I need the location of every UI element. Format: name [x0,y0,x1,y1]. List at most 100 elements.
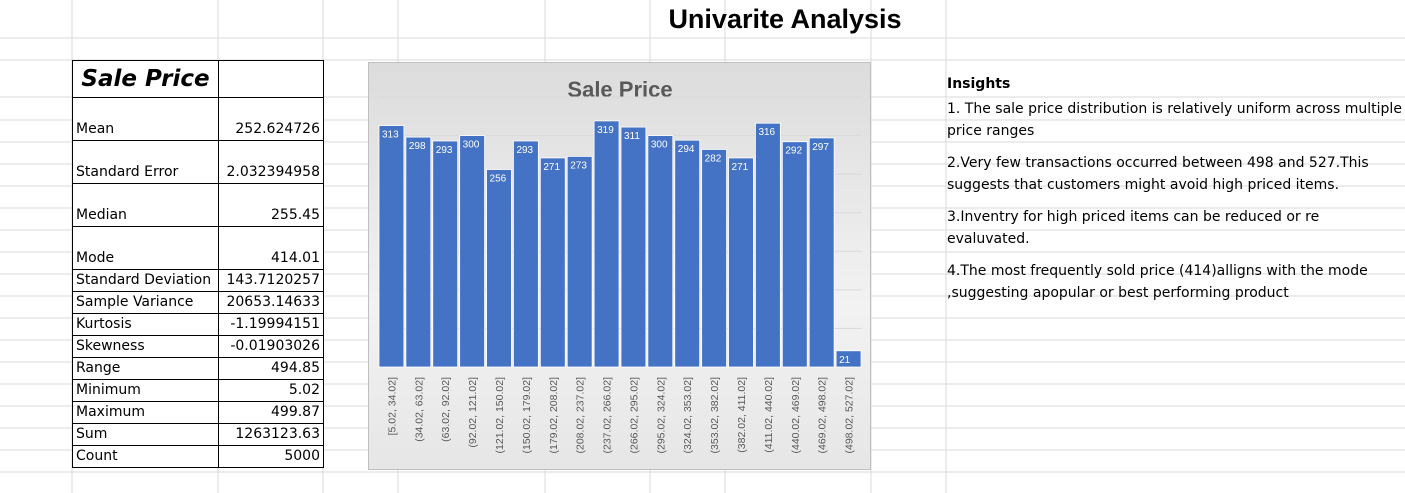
bar-data-label: 293 [516,145,533,156]
bar-data-label: 271 [543,162,560,173]
table-row: Median 255.45 [72,183,324,227]
stat-label-cell[interactable]: Minimum [72,379,219,402]
histogram-bar [405,136,432,368]
bar-data-label: 298 [409,141,426,152]
stat-value-cell[interactable]: -1.19994151 [218,313,324,336]
histogram-bar [539,157,566,368]
stats-header-row: Sale Price [72,60,324,98]
histogram-bar [728,157,754,368]
histogram-svg: Sale Price 313 [5.02, 34.02] 298 (34.02, 63.… [378,77,862,454]
stat-label-cell[interactable]: Mode [72,226,219,270]
x-axis-tick-label: (382.02, 411.02] [736,377,748,453]
stat-value-cell[interactable]: -0.01903026 [218,335,324,358]
x-axis-tick-label: (63.02, 92.02] [440,377,452,442]
stats-header-empty-cell[interactable] [218,60,324,98]
stat-value-cell[interactable]: 414.01 [218,226,324,270]
stat-value-cell[interactable]: 1263123.63 [218,423,324,446]
stat-value-cell[interactable]: 143.7120257 [218,269,324,292]
bar-data-label: 297 [812,142,829,153]
histogram-bar [647,135,674,368]
insights-heading: Insights [947,76,1011,92]
stats-header-cell[interactable]: Sale Price [72,60,219,98]
stat-label-cell[interactable]: Skewness [72,335,219,358]
table-row: Range 494.85 [72,357,324,380]
bar-data-label: 293 [436,145,453,156]
table-row: Maximum 499.87 [72,401,324,424]
x-axis-tick-label: (179.02, 208.02] [548,377,560,454]
insight-point: 3.Inventry for high priced items can be … [947,209,1320,247]
stat-label-cell[interactable]: Standard Deviation [72,269,219,292]
stat-value-cell[interactable]: 5.02 [218,379,324,402]
table-row: Count 5000 [72,445,324,468]
x-axis-tick-label: (237.02, 266.02] [602,377,614,454]
histogram-bar [566,156,593,368]
table-row: Skewness -0.01903026 [72,335,324,358]
stat-value-cell[interactable]: 5000 [218,445,324,468]
table-row: Minimum 5.02 [72,379,324,402]
bar-data-label: 292 [785,146,802,157]
histogram-bar [808,137,835,368]
bar-data-label: 271 [732,162,749,173]
table-row: Sample Variance 20653.14633 [72,291,324,314]
histogram-bar [701,149,727,368]
histogram-bar [593,120,620,368]
stat-label-cell[interactable]: Standard Error [72,140,219,184]
insights-panel: Insights 1. The sale price distribution … [947,73,1405,314]
histogram-bar [432,140,459,368]
histogram-bar [781,141,808,368]
stat-value-cell[interactable]: 494.85 [218,357,324,380]
bar-data-label: 294 [678,144,695,155]
stat-label-cell[interactable]: Sample Variance [72,291,219,314]
insight-point: 1. The sale price distribution is relati… [947,101,1402,139]
table-row: Kurtosis -1.19994151 [72,313,324,336]
histogram-bar [620,126,647,368]
stat-value-cell[interactable]: 2.032394958 [218,140,324,184]
histogram-bar [459,135,485,368]
x-axis-tick-label: (411.02, 440.02] [763,377,775,453]
x-axis-tick-label: [5.02, 34.02] [386,377,398,435]
x-axis-tick-label: (324.02, 353.02] [682,377,694,454]
table-row: Standard Deviation 143.7120257 [72,269,324,292]
stat-value-cell[interactable]: 255.45 [218,183,324,227]
stat-label-cell[interactable]: Maximum [72,401,219,424]
histogram-bar [513,140,539,368]
chart-title: Sale Price [567,77,672,102]
stat-label-cell[interactable]: Range [72,357,219,380]
sale-price-histogram-chart[interactable]: Sale Price 313 [5.02, 34.02] 298 (34.02, 63.… [368,62,871,470]
bar-data-label: 319 [597,125,614,136]
descriptive-statistics-table: Sale Price Mean 252.624726 Standard Erro… [72,60,324,468]
bar-data-label: 313 [382,130,399,141]
bar-data-label: 21 [839,355,851,366]
x-axis-tick-label: (208.02, 237.02] [575,377,587,454]
stat-value-cell[interactable]: 499.87 [218,401,324,424]
insight-point: 2.Very few transactions occurred between… [947,155,1369,193]
table-row: Mean 252.624726 [72,97,324,141]
bar-data-label: 300 [651,140,668,151]
x-axis-tick-label: (34.02, 63.02] [413,377,425,442]
x-axis-tick-label: (295.02, 324.02] [655,377,667,454]
stat-value-cell[interactable]: 20653.14633 [218,291,324,314]
stat-label-cell[interactable]: Mean [72,97,219,141]
histogram-bar [674,139,701,368]
histogram-bar [378,125,405,368]
stat-label-cell[interactable]: Count [72,445,219,468]
stat-label-cell[interactable]: Kurtosis [72,313,219,336]
table-row: Standard Error 2.032394958 [72,140,324,184]
stat-label-cell[interactable]: Sum [72,423,219,446]
bar-data-label: 300 [463,140,480,151]
sheet-title: Univarite Analysis [668,4,902,34]
x-axis-tick-label: (266.02, 295.02] [628,377,640,454]
histogram-bar [486,169,512,368]
stat-value-cell[interactable]: 252.624726 [218,97,324,141]
table-row: Mode 414.01 [72,226,324,270]
table-row: Sum 1263123.63 [72,423,324,446]
bar-data-label: 282 [705,153,722,164]
x-axis-tick-label: (353.02, 382.02] [709,377,721,454]
bar-data-label: 273 [570,160,587,171]
bar-data-label: 256 [490,174,507,185]
bar-data-label: 311 [624,131,640,142]
insight-point: 4.The most frequently sold price (414)al… [947,263,1368,301]
x-axis-tick-label: (469.02, 498.02] [817,377,829,454]
bar-data-label: 316 [758,127,775,138]
stat-label-cell[interactable]: Median [72,183,219,227]
